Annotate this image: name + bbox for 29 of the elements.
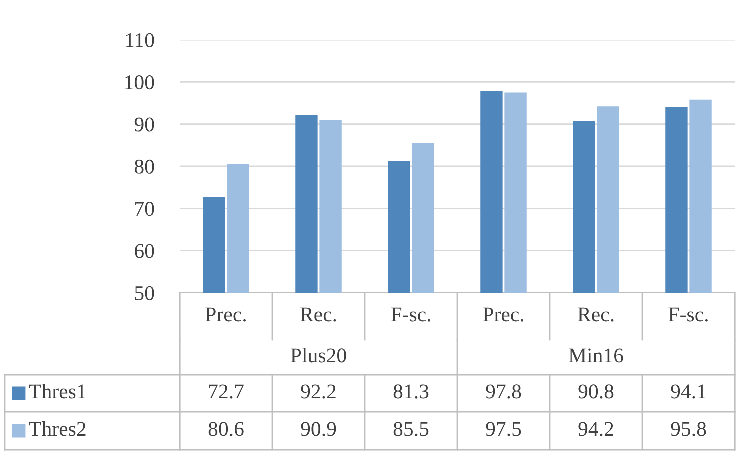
y-tick-label: 60 <box>135 244 154 258</box>
y-tick-label: 110 <box>126 33 154 48</box>
x-tick-label: Prec. <box>483 308 524 322</box>
y-tick-label: 90 <box>134 118 154 132</box>
data-label: 90.8 <box>578 384 614 399</box>
text: Min16 <box>569 348 624 363</box>
y-tick-label: 70 <box>136 202 154 216</box>
data-label: 80.6 <box>208 422 244 436</box>
data-label: 95.8 <box>671 422 706 436</box>
data-label: 85.5 <box>394 422 429 436</box>
text: Plus20 <box>290 348 346 363</box>
x-tick-label: F-sc. <box>391 308 430 322</box>
x-tick-label: Rec. <box>578 308 614 322</box>
data-label: 97.5 <box>486 422 522 436</box>
x-tick-label: Rec. <box>300 308 336 322</box>
data-label: 81.3 <box>394 384 429 399</box>
data-label: 94.2 <box>578 422 614 436</box>
legend-label: Thres2 <box>29 422 86 436</box>
x-tick-label: F-sc. <box>668 308 708 322</box>
data-label: 90.9 <box>301 422 336 436</box>
data-label: 92.2 <box>301 384 336 399</box>
y-tick-label: 50 <box>135 286 154 300</box>
data-label: 97.8 <box>486 384 522 399</box>
legend-label: Thres1 <box>29 384 86 399</box>
data-label: 72.7 <box>209 384 244 399</box>
y-tick-label: 100 <box>126 76 154 90</box>
x-tick-label: Prec. <box>206 308 246 322</box>
y-tick-label: 80 <box>134 160 154 174</box>
data-label: 94.1 <box>671 384 706 399</box>
